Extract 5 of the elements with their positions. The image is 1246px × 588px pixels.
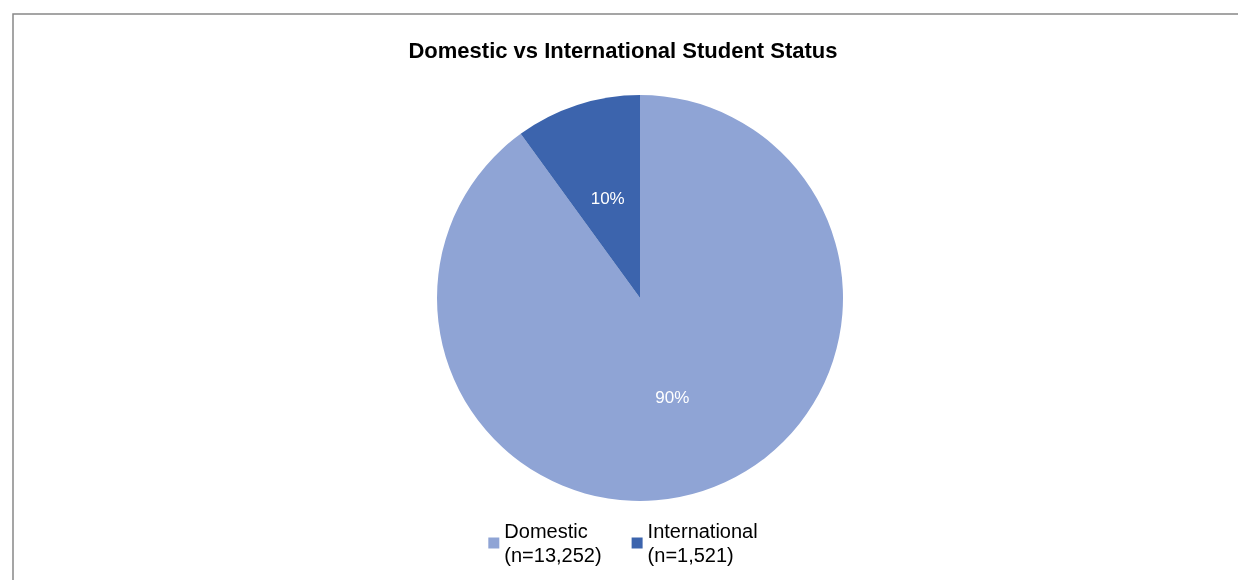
legend-label: Domestic (n=13,252) — [504, 520, 602, 566]
data-label: 90% — [655, 387, 690, 407]
chart-title: Domestic vs International Student Status — [408, 37, 838, 63]
data-label: 10% — [590, 189, 625, 209]
legend-label: International (n=1,521) — [647, 520, 758, 566]
